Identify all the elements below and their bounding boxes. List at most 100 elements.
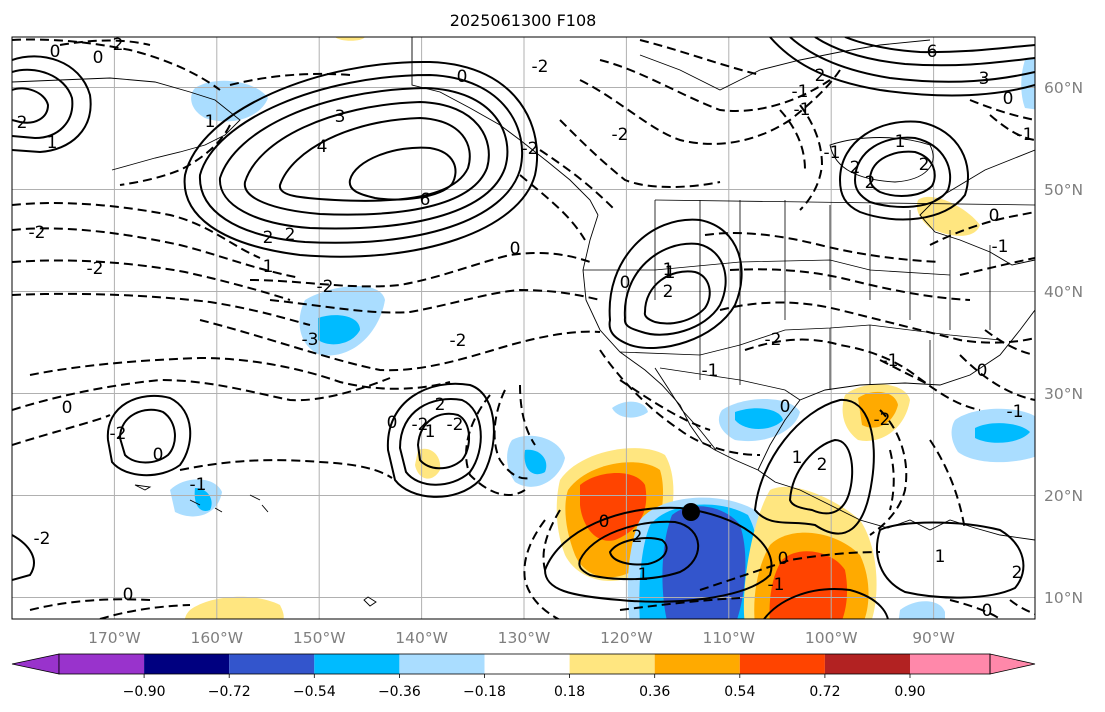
contour-label: 1 — [425, 422, 436, 442]
contour-label: 2 — [865, 173, 876, 193]
contour-label: 2 — [285, 225, 296, 245]
shade-blue-baja-west — [524, 449, 547, 475]
contour-label: 0 — [510, 239, 521, 259]
lon-label: 100°W — [805, 629, 858, 647]
contour-label: 2 — [632, 527, 643, 547]
contour-label: -1 — [882, 351, 899, 371]
contour-label: -1 — [768, 575, 785, 595]
contour-label: 1 — [263, 257, 274, 277]
shade-red-mexico-west — [580, 472, 647, 541]
colorbar-tick-label: 0.18 — [554, 684, 585, 700]
contour-label: 0 — [50, 42, 61, 62]
contour-label: 2 — [815, 66, 826, 86]
contour-label: 0 — [620, 273, 631, 293]
contour-label: 3 — [335, 107, 346, 127]
contour-label: -1 — [794, 100, 811, 120]
contour-label: 1 — [638, 565, 649, 585]
figure-title: 2025061300 F108 — [450, 11, 597, 30]
shade-yellow-great-lakes — [916, 196, 980, 236]
contour-label: -2 — [765, 330, 782, 350]
contour-label: -1 — [190, 475, 207, 495]
colorbar-segment — [824, 654, 910, 674]
contour-label: -2 — [317, 277, 334, 297]
shade-blue-hawaii — [194, 488, 212, 511]
colorbar-tick-label: −0.36 — [378, 684, 421, 700]
lon-label: 150°W — [293, 629, 346, 647]
colorbar-segment — [739, 654, 825, 674]
colorbar-tick-label: 0.54 — [724, 684, 755, 700]
colorbar-segment — [654, 654, 740, 674]
contour-label: 0 — [123, 585, 134, 605]
contour-label: -2 — [522, 139, 539, 159]
contour-label: -1 — [992, 237, 1009, 257]
contour-label: 0 — [599, 512, 610, 532]
lon-label: 130°W — [498, 629, 551, 647]
shade-light-blue-top-right — [1021, 56, 1035, 110]
shade-red-central-america — [769, 551, 848, 619]
contour-label: -2 — [874, 410, 891, 430]
contour-label: 1 — [665, 263, 676, 283]
contour-label: 0 — [977, 361, 988, 381]
contour-label: 0 — [387, 413, 398, 433]
shade-blue-caribbean — [975, 423, 1030, 443]
contour-label: 0 — [1003, 89, 1014, 109]
contour-label: 6 — [420, 190, 431, 210]
map-frame — [11, 36, 1036, 620]
contour-label: 0 — [982, 601, 993, 621]
lat-label: 60°N — [1044, 79, 1083, 97]
contour-label: -1 — [824, 143, 841, 163]
lat-label: 50°N — [1044, 181, 1083, 199]
contour-label: 1 — [935, 547, 946, 567]
political-borders — [583, 199, 1035, 401]
contour-label: -2 — [447, 415, 464, 435]
colorbar-tick-label: 0.36 — [639, 684, 670, 700]
lon-label: 160°W — [190, 629, 243, 647]
shade-blue-pacific — [318, 315, 360, 345]
shade-light-blue-small — [612, 401, 648, 418]
solid-contours — [12, 37, 1035, 619]
lat-label: 30°N — [1044, 385, 1083, 403]
contour-label: -3 — [302, 330, 319, 350]
contour-label: 1 — [47, 133, 58, 153]
lon-label: 140°W — [395, 629, 448, 647]
contour-label: 0 — [457, 67, 468, 87]
contour-label: -1 — [702, 361, 719, 381]
contour-labels: 0 2 1 2 0 1 0 2 3 4 6 -2 -2 1 2 0 1 2 -2… — [17, 35, 1034, 621]
colorbar-segment — [59, 654, 145, 674]
lon-label: 170°W — [88, 629, 141, 647]
contour-label: -2 — [34, 529, 51, 549]
contour-label: 2 — [113, 35, 124, 55]
contour-label: -2 — [87, 259, 104, 279]
contour-label: -2 — [412, 415, 429, 435]
contour-label: 2 — [919, 155, 930, 175]
colorbar-segment — [484, 654, 570, 674]
colorbar-segment — [144, 654, 230, 674]
shade-light-blue-alaska — [191, 80, 268, 122]
shade-dark-blue-mexico-south — [662, 506, 746, 619]
colorbar-segment — [399, 654, 485, 674]
lat-label: 10°N — [1044, 589, 1083, 607]
colorbar-tick-label: 0.90 — [894, 684, 925, 700]
contour-label: 2 — [1012, 563, 1023, 583]
lon-label: 110°W — [702, 629, 755, 647]
contour-label: 1 — [895, 132, 906, 152]
contour-label: -2 — [29, 223, 46, 243]
storm-center-marker — [682, 503, 700, 521]
contour-label: 3 — [979, 69, 990, 89]
contour-label: -1 — [792, 82, 809, 102]
contour-label: 0 — [989, 206, 1000, 226]
contour-label: 1 — [663, 260, 674, 280]
colorbar-segment — [569, 654, 655, 674]
colorbar-tick-label: −0.90 — [123, 684, 166, 700]
contour-label: -1 — [1007, 402, 1024, 422]
contour-label: 0 — [778, 549, 789, 569]
colorbar-tick-label: 0.72 — [809, 684, 840, 700]
contour-label: 0 — [153, 445, 164, 465]
lat-label: 20°N — [1044, 487, 1083, 505]
contour-label: 2 — [263, 228, 274, 248]
colorbar: −0.90 −0.72 −0.54 −0.36 −0.18 0.18 0.36 … — [11, 653, 1036, 700]
longitude-labels: 170°W 160°W 150°W 140°W 130°W 120°W 110°… — [88, 629, 955, 647]
latitude-labels: 60°N 50°N 40°N 30°N 20°N 10°N — [1044, 79, 1083, 607]
contour-label: 2 — [850, 158, 861, 178]
colorbar-tick-label: −0.72 — [208, 684, 251, 700]
